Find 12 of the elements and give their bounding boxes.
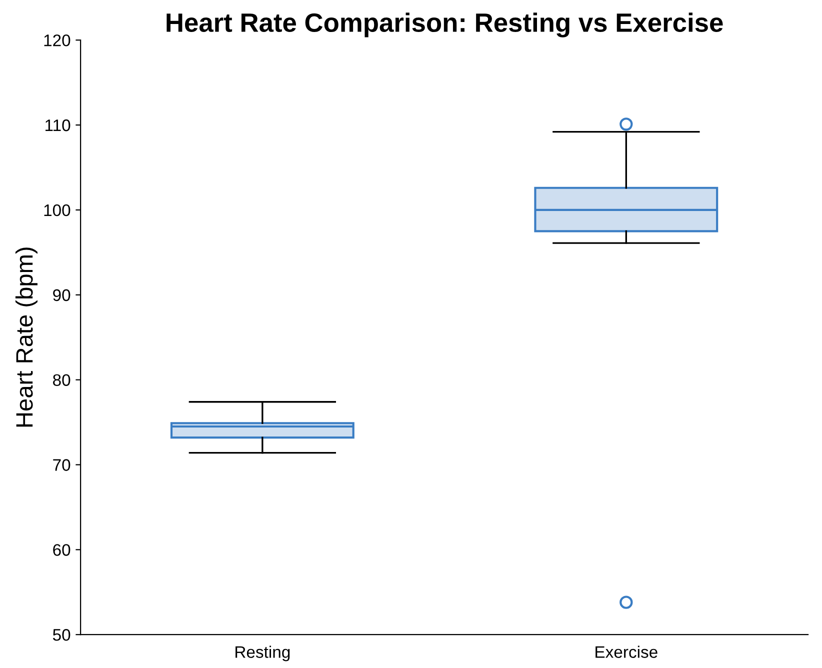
y-tick-label: 50 bbox=[52, 629, 70, 641]
y-tick-label: 80 bbox=[53, 374, 70, 386]
y-tick-label: 120 bbox=[44, 34, 70, 46]
y-tick-label: 110 bbox=[46, 119, 70, 132]
chart-title: Heart Rate Comparison: Resting vs Exercise bbox=[166, 12, 723, 38]
x-tick-label: Resting bbox=[236, 646, 290, 662]
y-axis-title: Heart Rate (bpm) bbox=[15, 248, 38, 427]
y-tick-label: 60 bbox=[53, 544, 70, 556]
y-tick-label: 100 bbox=[44, 204, 70, 216]
y-tick-label: 90 bbox=[53, 289, 70, 302]
y-tick-label: 70 bbox=[53, 459, 70, 471]
x-tick-label: Exercise bbox=[596, 646, 658, 658]
